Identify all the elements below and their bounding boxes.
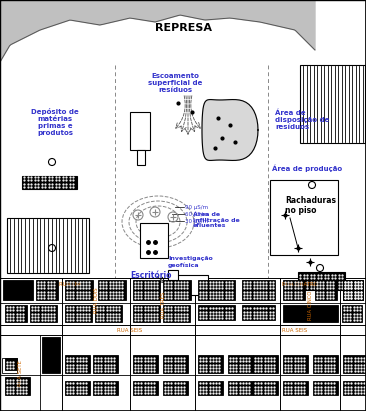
Text: Área de produção: Área de produção: [272, 164, 342, 172]
Bar: [163, 381, 188, 395]
Bar: [7, 218, 89, 273]
Bar: [343, 355, 366, 373]
Bar: [242, 280, 275, 300]
Bar: [168, 270, 178, 280]
Bar: [93, 381, 118, 395]
Text: RUA SETE: RUA SETE: [18, 360, 22, 386]
Bar: [270, 180, 338, 255]
Bar: [283, 305, 338, 322]
Bar: [300, 65, 365, 143]
Polygon shape: [202, 99, 258, 160]
Bar: [242, 305, 275, 320]
Bar: [228, 381, 253, 395]
Text: REPRESA: REPRESA: [154, 23, 212, 33]
Bar: [283, 381, 308, 395]
Bar: [198, 280, 235, 300]
Text: RUA CINCO: RUA CINCO: [307, 290, 313, 320]
Bar: [253, 381, 278, 395]
Bar: [343, 381, 366, 395]
Bar: [313, 355, 338, 373]
Bar: [3, 280, 33, 300]
Text: Escoamento
superficial de
resíduos: Escoamento superficial de resíduos: [148, 73, 202, 93]
Bar: [198, 381, 223, 395]
Bar: [315, 280, 337, 300]
Bar: [133, 355, 158, 373]
Bar: [198, 355, 223, 373]
Text: Escritório: Escritório: [130, 270, 172, 279]
Text: RUA SEIS: RUA SEIS: [117, 328, 143, 332]
Text: RUA UM: RUA UM: [59, 282, 81, 286]
Bar: [298, 272, 345, 290]
Bar: [342, 305, 362, 322]
Text: RUA TRÊS: RUA TRÊS: [160, 292, 165, 318]
Bar: [65, 305, 92, 322]
Bar: [163, 355, 188, 373]
Bar: [65, 381, 90, 395]
Bar: [283, 355, 308, 373]
Bar: [98, 280, 126, 300]
Bar: [163, 280, 191, 300]
Bar: [93, 355, 118, 373]
Bar: [22, 176, 77, 189]
Bar: [30, 305, 57, 322]
Text: 60 µS/m: 60 µS/m: [185, 212, 208, 217]
Text: RUA QUATRO: RUA QUATRO: [282, 282, 318, 286]
Text: RUA DOIS: RUA DOIS: [93, 287, 98, 313]
Polygon shape: [0, 0, 315, 62]
Text: Área de
disposição de
resíduos: Área de disposição de resíduos: [275, 110, 329, 130]
Bar: [198, 305, 235, 320]
Text: 30 µS/m: 30 µS/m: [185, 219, 208, 224]
Text: Investigação
geofísica: Investigação geofísica: [168, 256, 213, 268]
Bar: [130, 112, 150, 150]
Bar: [5, 377, 30, 395]
Bar: [36, 280, 58, 300]
Text: RUA SEIS: RUA SEIS: [283, 328, 308, 332]
Bar: [2, 358, 17, 373]
Bar: [253, 355, 278, 373]
Bar: [137, 150, 145, 165]
Bar: [163, 305, 190, 322]
Bar: [343, 280, 363, 300]
Bar: [168, 275, 208, 295]
Bar: [133, 381, 158, 395]
Bar: [228, 355, 253, 373]
Bar: [5, 305, 27, 322]
Text: Área de
infiltração de
efluentes: Área de infiltração de efluentes: [193, 212, 240, 228]
Bar: [133, 305, 160, 322]
Bar: [140, 223, 168, 258]
Bar: [343, 280, 363, 300]
Bar: [5, 358, 17, 370]
Bar: [42, 337, 60, 373]
Text: Depósito de
matérias
primas e
produtos: Depósito de matérias primas e produtos: [31, 108, 79, 136]
Text: Rachaduras
no piso: Rachaduras no piso: [285, 196, 336, 215]
Bar: [283, 280, 305, 300]
Bar: [65, 355, 90, 373]
Text: 90 µS/m: 90 µS/m: [185, 205, 208, 210]
Bar: [95, 305, 122, 322]
Bar: [133, 280, 160, 300]
Bar: [65, 280, 93, 300]
Bar: [313, 381, 338, 395]
